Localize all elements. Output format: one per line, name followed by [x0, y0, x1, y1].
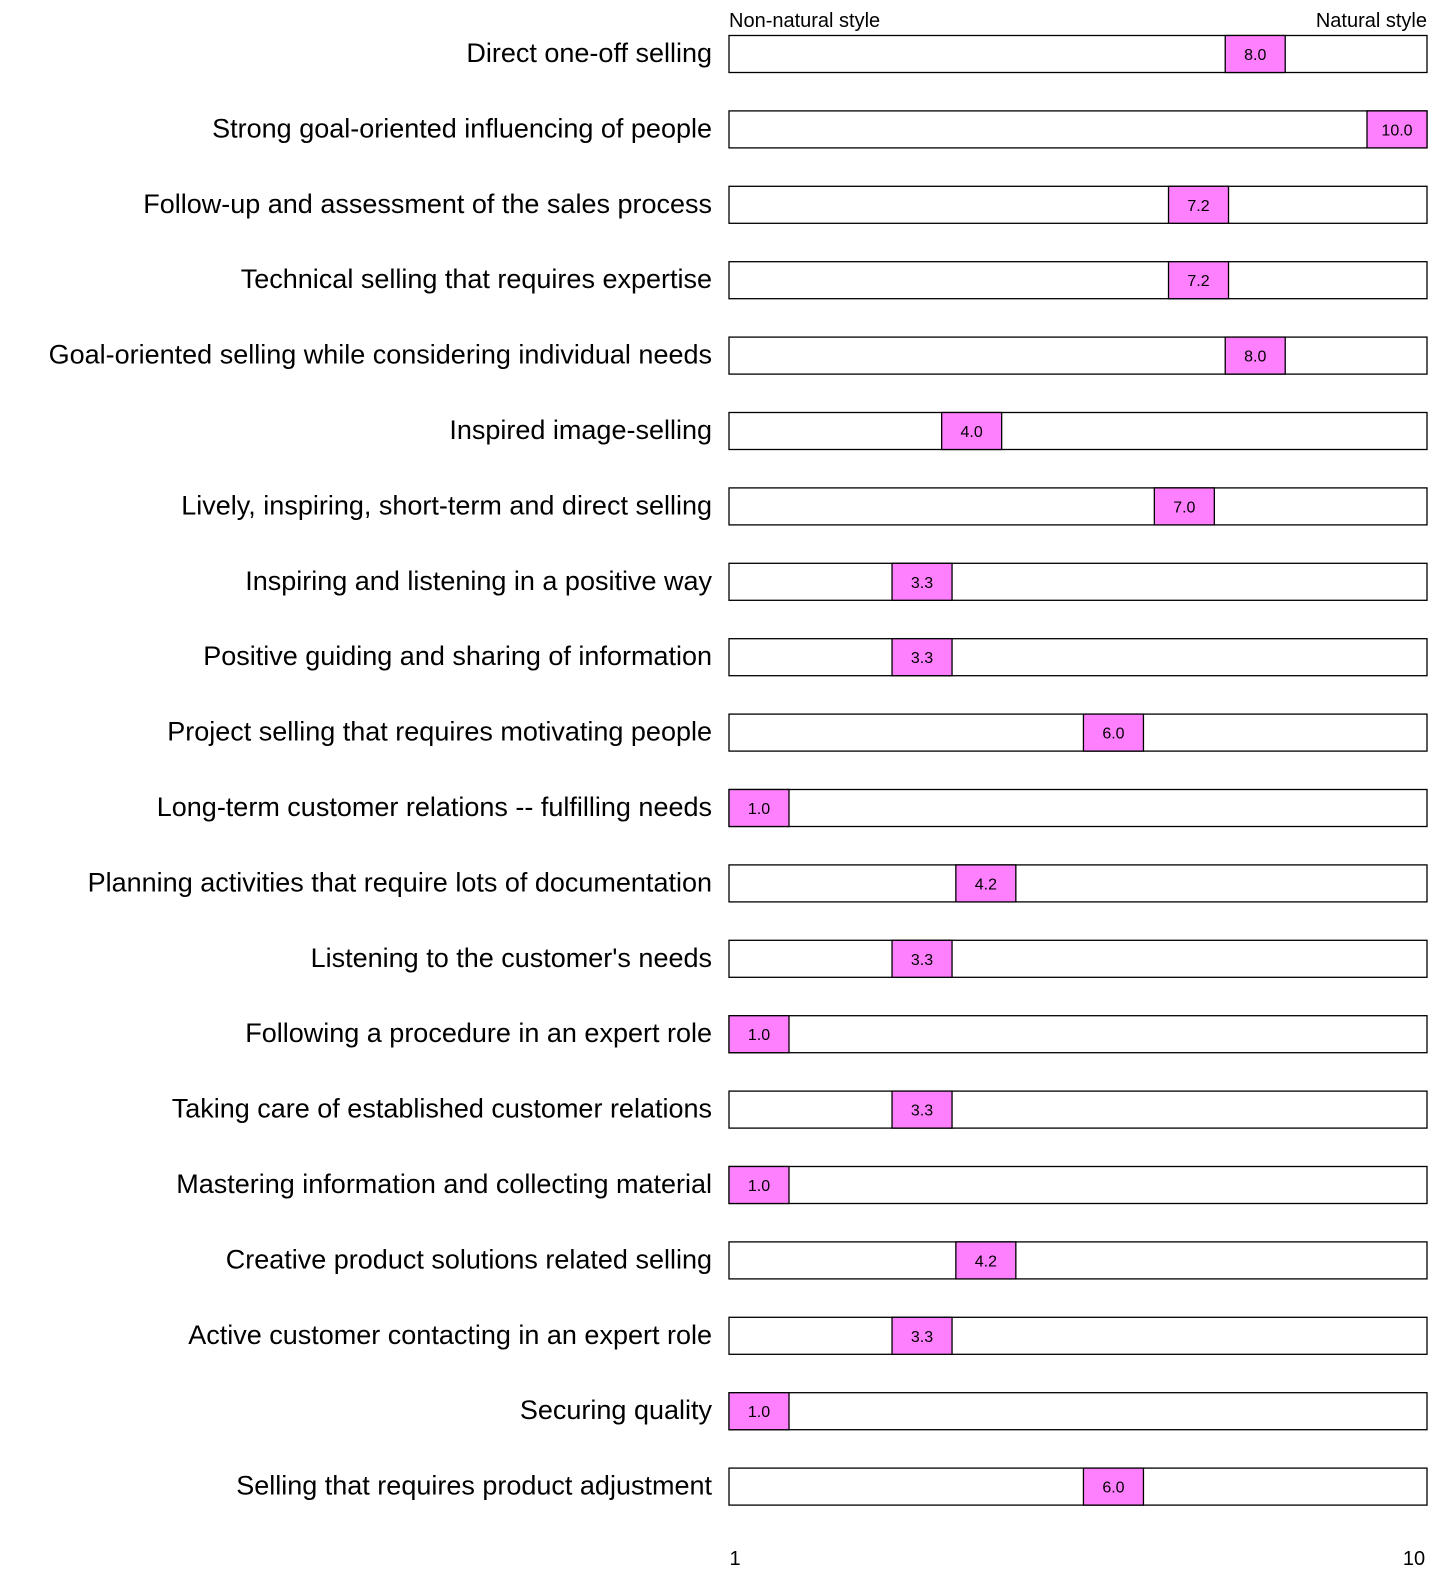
value-label: 7.2	[1187, 273, 1209, 290]
row-label: Listening to the customer's needs	[311, 943, 712, 973]
value-marker	[955, 1241, 1017, 1280]
value-label: 3.3	[911, 1329, 933, 1346]
row-label: Direct one-off selling	[466, 38, 712, 68]
axis-right-label: Natural style	[1316, 10, 1427, 32]
value-label: 1.0	[748, 1027, 770, 1044]
row-label: Follow-up and assessment of the sales pr…	[143, 189, 712, 219]
value-marker	[1224, 336, 1286, 375]
row-track	[728, 638, 1428, 677]
row-label: Goal-oriented selling while considering …	[49, 340, 712, 370]
row-label: Positive guiding and sharing of informat…	[203, 641, 712, 671]
value-marker	[955, 864, 1017, 903]
value-label: 3.3	[911, 1103, 933, 1120]
row-label: Creative product solutions related selli…	[226, 1244, 712, 1274]
value-label: 1.0	[748, 1404, 770, 1421]
row-label: Strong goal-oriented influencing of peop…	[212, 113, 712, 143]
value-label: 4.2	[975, 1253, 997, 1270]
row-track	[728, 939, 1428, 978]
value-label: 8.0	[1244, 349, 1266, 366]
row-label: Securing quality	[520, 1395, 713, 1425]
value-marker	[1167, 185, 1230, 224]
row-track	[728, 1467, 1428, 1506]
value-marker	[941, 411, 1003, 451]
row-track	[728, 562, 1428, 601]
value-marker	[891, 1090, 953, 1129]
x-tick-min: 1	[729, 1548, 740, 1570]
row-track	[728, 788, 1428, 828]
value-marker	[728, 1015, 790, 1054]
row-track	[728, 336, 1428, 375]
row-label: Selling that requires product adjustment	[236, 1471, 712, 1501]
value-label: 8.0	[1244, 47, 1266, 64]
row-track	[728, 1090, 1428, 1129]
row-label: Project selling that requires motivating…	[167, 717, 712, 747]
row-label: Active customer contacting in an expert …	[188, 1320, 712, 1350]
value-marker	[728, 788, 790, 828]
value-label: 1.0	[748, 801, 770, 818]
value-marker	[1167, 261, 1230, 300]
value-marker	[1082, 713, 1145, 752]
value-label: 3.3	[911, 952, 933, 969]
value-marker	[1366, 110, 1428, 149]
row-label: Mastering information and collecting mat…	[176, 1169, 712, 1199]
row-label: Following a procedure in an expert role	[245, 1018, 712, 1048]
row-track	[728, 1165, 1428, 1205]
row-track	[728, 713, 1428, 752]
value-marker	[891, 1316, 953, 1355]
row-track	[728, 34, 1428, 74]
row-track	[728, 487, 1428, 526]
row-label: Lively, inspiring, short-term and direct…	[181, 490, 712, 520]
value-label: 4.2	[975, 876, 997, 893]
row-track	[728, 1015, 1428, 1054]
axis-left-label: Non-natural style	[729, 10, 880, 32]
value-label: 3.3	[911, 650, 933, 667]
row-track	[728, 864, 1428, 903]
value-marker	[891, 939, 953, 978]
value-marker	[891, 638, 953, 677]
row-track	[728, 1241, 1428, 1280]
row-label: Technical selling that requires expertis…	[241, 264, 712, 294]
value-label: 4.0	[961, 424, 983, 441]
value-label: 1.0	[748, 1178, 770, 1195]
value-label: 6.0	[1102, 1480, 1124, 1497]
value-marker	[1082, 1467, 1145, 1506]
x-tick-max: 10	[1403, 1548, 1425, 1570]
value-label: 10.0	[1381, 122, 1412, 139]
chart-rows: Direct one-off selling 8.0 Strong goal-ori…	[49, 34, 1428, 1506]
value-marker	[1224, 34, 1286, 74]
row-label: Long-term customer relations -- fulfilli…	[157, 792, 712, 822]
row-track	[728, 185, 1428, 224]
value-label: 6.0	[1102, 726, 1124, 743]
row-track	[728, 261, 1428, 300]
value-marker	[728, 1165, 790, 1205]
value-marker	[1153, 487, 1215, 526]
row-label: Planning activities that require lots of…	[88, 867, 712, 897]
value-label: 3.3	[911, 575, 933, 592]
row-label: Taking care of established customer rela…	[172, 1094, 712, 1124]
value-marker	[891, 562, 953, 601]
value-label: 7.2	[1187, 198, 1209, 215]
row-track	[728, 411, 1428, 451]
value-marker	[728, 1392, 790, 1431]
row-track	[728, 1392, 1428, 1431]
value-label: 7.0	[1173, 499, 1195, 516]
row-track	[728, 1316, 1428, 1355]
row-label: Inspiring and listening in a positive wa…	[245, 566, 712, 596]
row-label: Inspired image-selling	[449, 415, 712, 445]
row-track	[728, 110, 1428, 149]
